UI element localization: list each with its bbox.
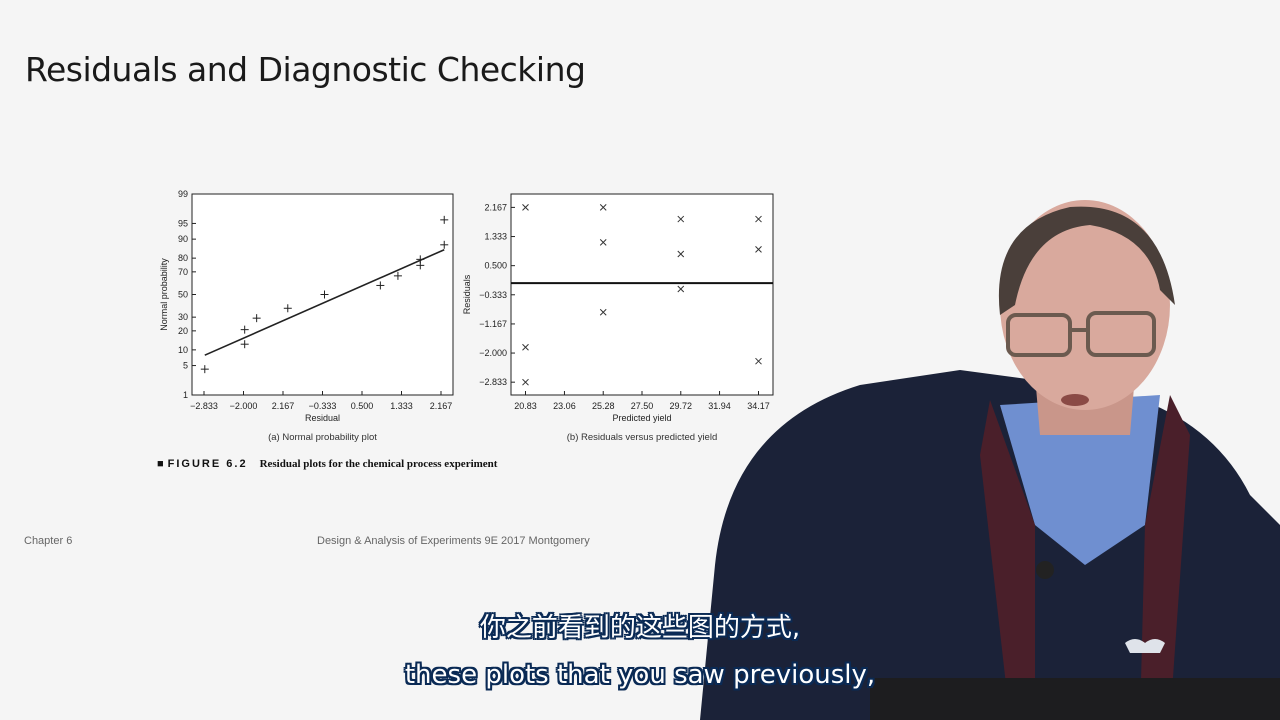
y-axis-label: Normal probability <box>159 258 169 331</box>
footer-book: Design & Analysis of Experiments 9E 2017… <box>317 535 590 547</box>
x-tick-label: 2.167 <box>430 401 453 411</box>
x-tick-label: 25.28 <box>592 401 615 411</box>
cross-b <box>755 357 762 365</box>
cross-b <box>522 204 529 211</box>
subtitle-english: these plots that you saw previously, <box>404 660 876 690</box>
x-axis-label: Predicted yield <box>612 413 671 423</box>
y-tick-label: 99 <box>178 189 188 199</box>
y-tick-label: −0.333 <box>479 290 507 300</box>
figure-caption-text: Residual plots for the chemical process … <box>259 458 498 470</box>
cross-b <box>599 238 607 246</box>
plot-frame <box>510 193 774 396</box>
cross-b <box>755 215 762 223</box>
x-tick-label: 1.333 <box>390 401 413 411</box>
y-tick-label: 0.500 <box>484 261 507 271</box>
figure-label: FIGURE 6.2 <box>167 458 248 470</box>
x-tick-label: 27.50 <box>631 401 654 411</box>
residuals-vs-predicted-plot: 2.167 1.333 0.500 −0.333 −1.167 −2.000 −2.833 2… <box>462 193 774 443</box>
y-tick-label: 20 <box>178 326 188 336</box>
normal-probability-plot: 1 5 10 20 30 50 70 80 90 95 99 −2.833 −2.000 2.167 −0.… <box>159 189 454 443</box>
chart-subtitle: (a) Normal probability plot <box>268 432 377 443</box>
subtitle-chinese: 你之前看到的这些图的方式, <box>479 613 801 643</box>
y-axis-label: Residuals <box>462 274 472 314</box>
x-tick-label: −0.333 <box>309 401 337 411</box>
y-tick-label: 95 <box>178 218 188 228</box>
y-tick-label: 1.333 <box>484 232 507 242</box>
fit-line <box>204 248 445 356</box>
cross-b <box>677 215 685 223</box>
x-tick-label: −2.833 <box>190 401 218 411</box>
y-tick-label: 10 <box>178 345 188 355</box>
x-tick-label: 20.83 <box>514 401 537 411</box>
x-tick-label: 0.500 <box>351 401 374 411</box>
presenter-video <box>700 200 1280 720</box>
cross-b <box>599 308 607 316</box>
x-tick-label: 29.72 <box>670 401 693 411</box>
x-tick-label: −2.000 <box>230 401 258 411</box>
y-tick-label: −2.833 <box>479 377 507 387</box>
y-tick-label: 5 <box>183 361 188 371</box>
y-tick-label: 80 <box>178 253 188 263</box>
cross-b <box>755 245 762 253</box>
x-axis-label: Residual <box>305 413 340 423</box>
footer-chapter: Chapter 6 <box>24 535 73 547</box>
y-tick-label: 50 <box>178 290 188 300</box>
y-tick-label: 30 <box>178 312 188 322</box>
slide-title: Residuals and Diagnostic Checking <box>25 50 586 89</box>
figure-caption: ■ FIGURE 6.2 Residual plots for the chemic… <box>157 458 498 470</box>
y-tick-label: −2.000 <box>479 348 507 358</box>
y-tick-label: −1.167 <box>479 319 507 329</box>
x-tick-label: 34.17 <box>747 401 770 411</box>
y-tick-label: 90 <box>178 234 188 244</box>
y-tick-label: 2.167 <box>484 202 507 212</box>
bottom-bar <box>870 678 1280 720</box>
cross-b <box>677 285 685 293</box>
x-tick-label: 2.167 <box>272 401 295 411</box>
y-tick-label: 70 <box>178 267 188 277</box>
cross-b <box>522 343 529 351</box>
cross-b <box>522 378 529 386</box>
cross-b <box>599 204 607 211</box>
x-tick-label: 23.06 <box>553 401 576 411</box>
x-tick-label: 31.94 <box>708 401 731 411</box>
chart-subtitle: (b) Residuals versus predicted yield <box>567 432 717 443</box>
cross-b <box>677 250 685 258</box>
y-tick-label: 1 <box>183 390 188 400</box>
